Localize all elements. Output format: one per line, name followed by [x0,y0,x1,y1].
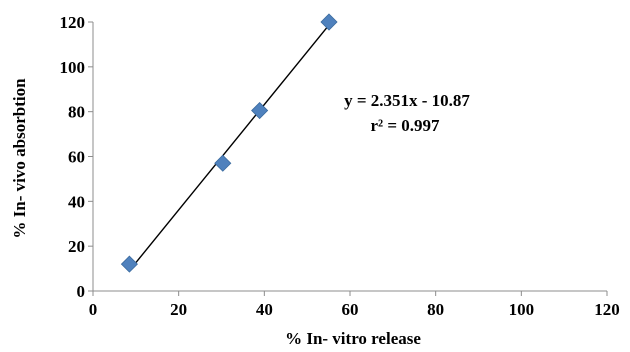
y-tick-label: 0 [77,282,86,301]
r-squared-label: r² = 0.997 [370,116,440,135]
x-tick-label: 120 [594,300,620,319]
x-tick-label: 100 [509,300,535,319]
trendline-group [128,24,330,272]
y-tick-label: 60 [68,148,85,167]
y-axis-title: % In- vivo absorbtion [10,78,29,239]
y-tick-label: 80 [68,103,85,122]
data-points [120,13,338,273]
x-ticks: 0 20 40 60 80 100 120 [89,291,620,319]
x-tick-label: 60 [342,300,359,319]
y-tick-label: 20 [68,237,85,256]
data-point-diamond [251,101,269,120]
data-point-diamond [320,13,338,31]
y-tick-label: 120 [60,13,86,32]
x-axis-title: % In- vitro release [285,329,421,348]
x-tick-label: 20 [170,300,187,319]
y-tick-label: 40 [68,192,85,211]
x-tick-label: 0 [89,300,98,319]
x-tick-label: 40 [256,300,273,319]
data-point-diamond [214,154,232,172]
trendline [128,24,330,272]
trendline-equation: y = 2.351x - 10.87 [344,91,470,110]
axes [92,22,607,292]
data-point-diamond [120,255,138,273]
x-tick-label: 80 [427,300,444,319]
y-ticks: 0 20 40 60 80 100 120 [60,13,93,301]
y-tick-label: 100 [60,58,86,77]
